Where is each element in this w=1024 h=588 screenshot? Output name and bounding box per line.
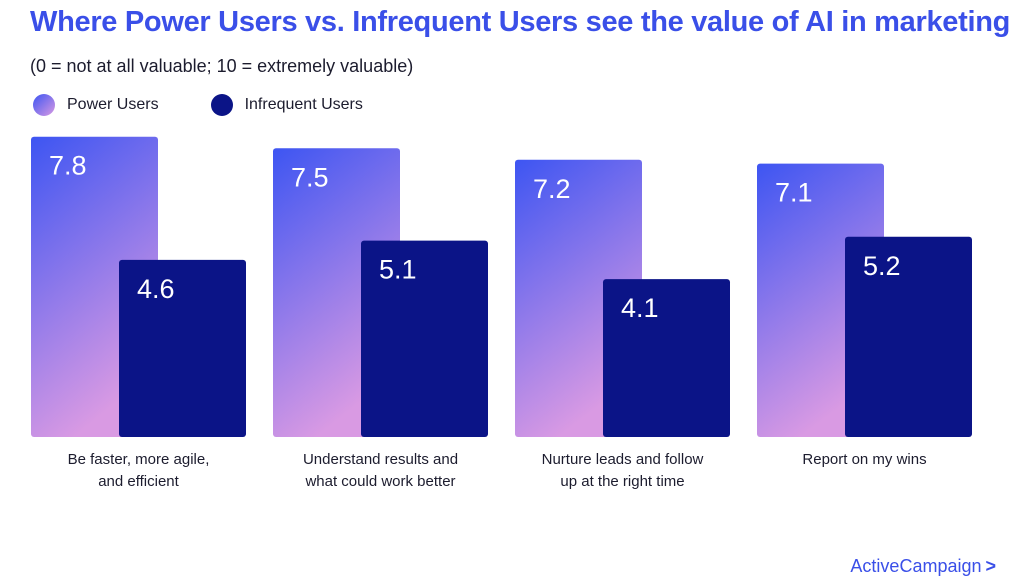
category-label-1-line-1: Be faster, more agile, [68, 451, 210, 468]
data-label-infrequent-users-3: 4.1 [621, 293, 659, 323]
category-label-1-line-2: and efficient [98, 473, 179, 490]
brand-name: ActiveCampaign [850, 556, 982, 576]
bar-infrequent-users-3 [603, 279, 730, 437]
legend-label-infrequent-users: Infrequent Users [244, 96, 363, 113]
category-label-2-line-1: Understand results and [303, 451, 458, 468]
bar-infrequent-users-1 [119, 259, 246, 437]
category-label-3-line-1: Nurture leads and follow [542, 451, 704, 468]
category-label-4-line-1: Report on my wins [802, 451, 926, 468]
legend-swatch-power-users [33, 94, 55, 116]
data-label-power-users-3: 7.2 [533, 174, 571, 204]
data-label-infrequent-users-4: 5.2 [863, 251, 901, 281]
legend-item-power-users: Power Users [33, 94, 159, 116]
data-label-power-users-4: 7.1 [775, 178, 813, 208]
data-label-infrequent-users-2: 5.1 [379, 255, 417, 285]
bar-infrequent-users-2 [361, 240, 488, 437]
legend-label-power-users: Power Users [67, 96, 159, 113]
category-label-2-line-2: what could work better [304, 473, 455, 490]
data-label-power-users-2: 7.5 [291, 162, 329, 192]
category-label-3-line-2: up at the right time [560, 473, 684, 490]
chart-subtitle: (0 = not at all valuable; 10 = extremely… [30, 56, 414, 76]
chart-title: Where Power Users vs. Infrequent Users s… [30, 6, 1011, 38]
legend-swatch-infrequent-users [210, 94, 233, 116]
data-label-infrequent-users-1: 4.6 [137, 274, 175, 304]
data-label-power-users-1: 7.8 [49, 151, 87, 181]
brand-logo: ActiveCampaign > [850, 556, 996, 577]
bar-infrequent-users-4 [845, 236, 972, 437]
legend: Power Users Infrequent Users [33, 94, 415, 116]
legend-item-infrequent-users: Infrequent Users [210, 94, 363, 116]
chevron-right-icon: > [985, 556, 996, 576]
